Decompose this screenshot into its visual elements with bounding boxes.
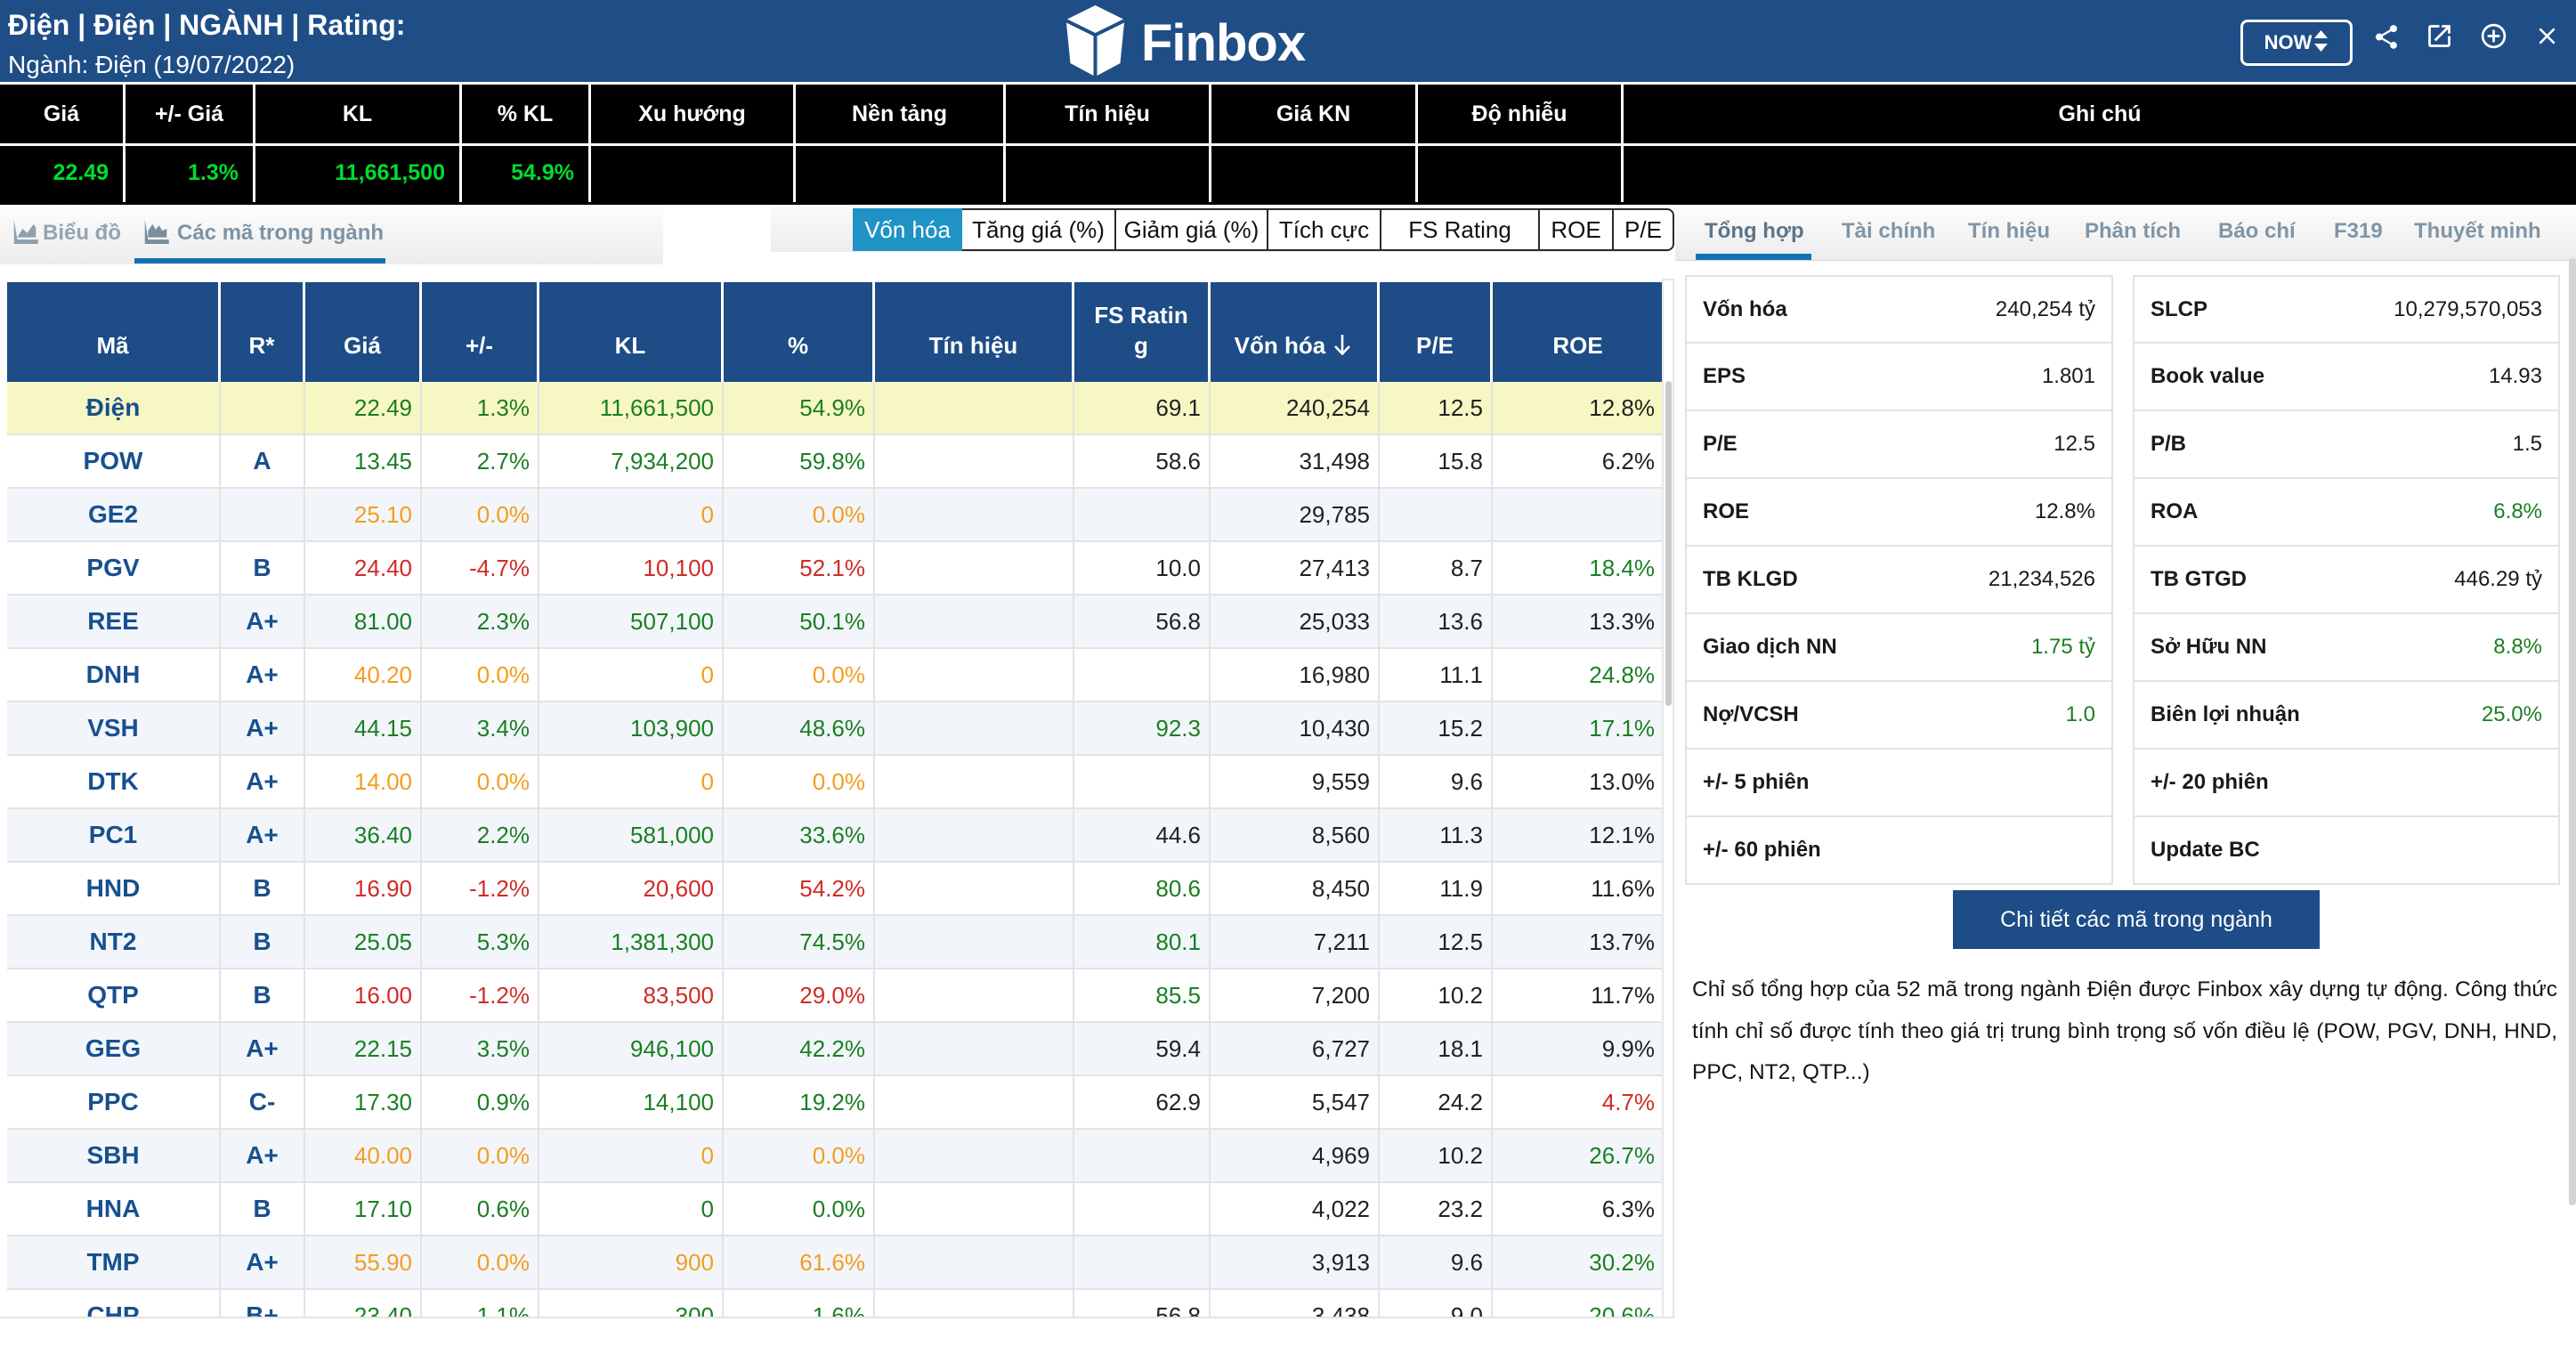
svg-text:Finbox: Finbox <box>1141 14 1306 72</box>
